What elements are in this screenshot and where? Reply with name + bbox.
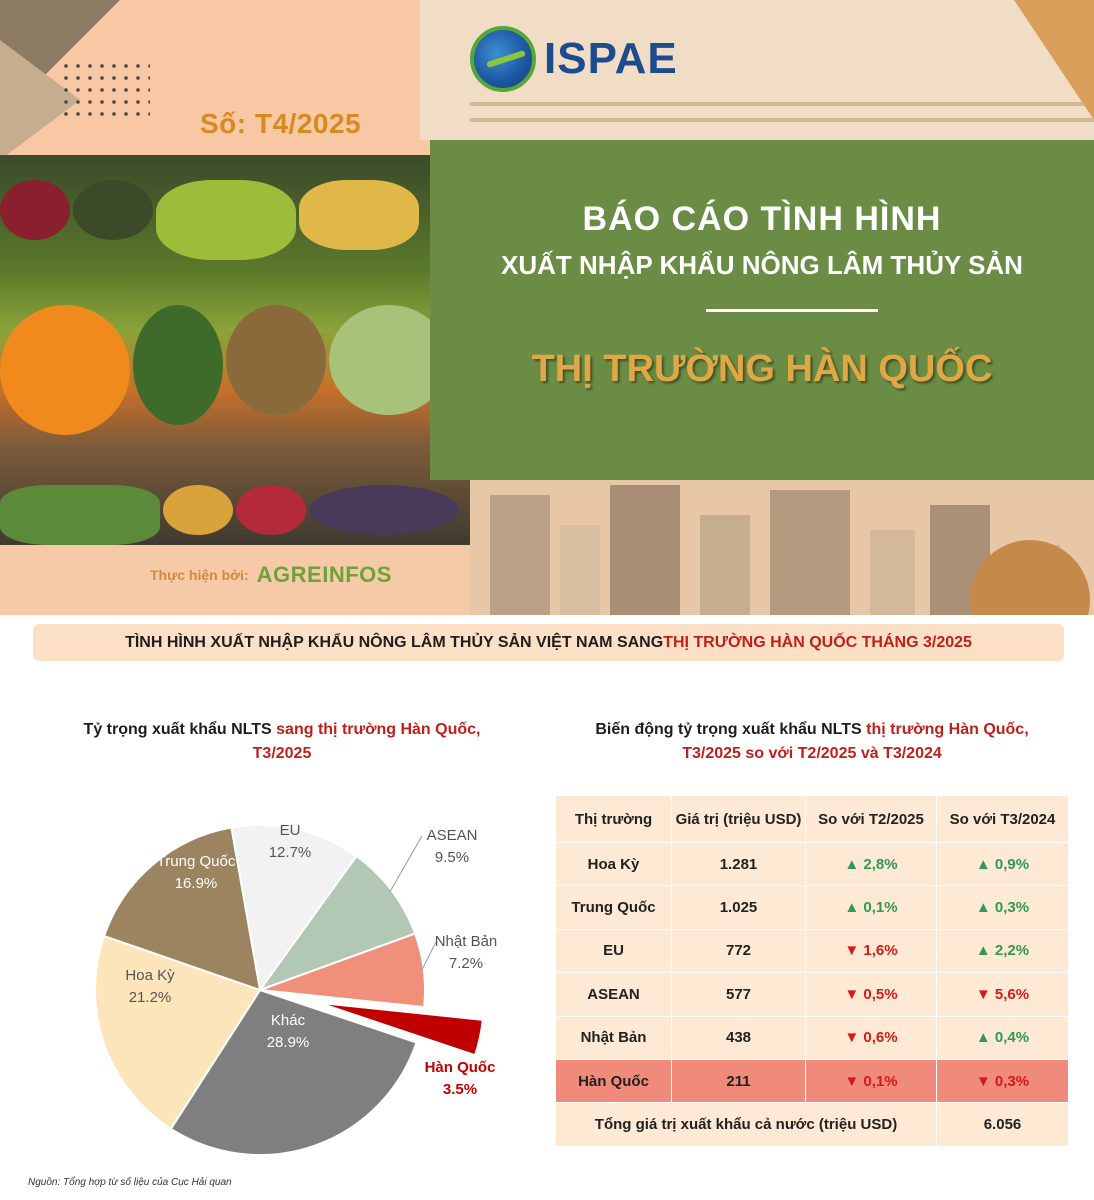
slice-value-label: 16.9% [175,875,218,892]
table-title-period: T3/2025 so với T2/2025 và T3/2024 [682,745,942,762]
slice-label: Khác [271,1012,306,1029]
slice-label: Hàn Quốc [425,1059,496,1076]
pie-slices [94,824,484,1156]
cell-value: 211 [672,1060,806,1103]
total-value: 6.056 [983,1116,1022,1133]
cell-vs-prev-year: ▼ 5,6% [975,985,1030,1003]
produced-by: Thực hiện bởi: AGREINFOS [150,562,392,588]
header-market: Thị trường [556,796,672,842]
cell-value: 1.281 [672,843,806,886]
table-row: Nhật Bản 438 ▼ 0,6% ▲ 0,4% [556,1015,1068,1059]
issue-number: Số: T4/2025 [200,108,362,139]
photo-row [0,485,470,545]
cell-vs-prev-month: ▼ 0,5% [806,973,937,1016]
cell-vs-prev-month: ▼ 1,6% [806,929,937,973]
table-header-row: Thị trường Giá trị (triệu USD) So với T2… [556,796,1068,842]
agreinfos-logo: AGREINFOS [256,562,392,587]
pie-slice-nhật-bản [259,932,426,1009]
globe-icon [470,26,536,92]
pie-slice-trung-quốc [102,826,262,992]
header-vs-prev-month: So với T2/2025 [806,796,937,842]
ispae-logo: ISPAE [470,26,678,92]
slice-value-label: 3.5% [443,1081,477,1098]
section-heading-highlight: THỊ TRƯỜNG HÀN QUỐC THÁNG 3/2025 [663,633,972,651]
cell-vs-prev-year: ▲ 0,3% [975,899,1030,917]
table-title-highlight: thị trường Hàn Quốc, [866,721,1029,738]
cell-market: ASEAN [556,973,672,1016]
cell-vs-prev-year: ▲ 0,9% [975,855,1030,873]
photo-row [0,180,470,260]
table-row: Hoa Kỳ 1.281 ▲ 2,8% ▲ 0,9% [556,842,1068,886]
title-divider [706,309,878,312]
pie-title-period: T3/2025 [252,745,312,762]
slice-value-label: 21.2% [129,989,172,1006]
decor-stripe [470,118,1094,122]
cell-value: 438 [672,1016,806,1059]
cell-value: 577 [672,973,806,1016]
report-subtitle: XUẤT NHẬP KHẨU NÔNG LÂM THỦY SẢN [501,250,1023,280]
pie-slice-eu [230,824,358,993]
cell-market: Hàn Quốc [556,1060,672,1103]
cell-market: Nhật Bản [556,1016,672,1059]
market-comparison-table: Thị trường Giá trị (triệu USD) So với T2… [556,796,1068,1146]
report-title: BÁO CÁO TÌNH HÌNH [582,200,942,238]
export-share-pie-chart: EU 12.7% ASEAN 9.5% Nhật Bản 7.2% Hàn Quốc 3.5%… [94,822,497,1156]
section-heading-text: TÌNH HÌNH XUẤT NHẬP KHẨU NÔNG LÂM THỦY S… [125,633,664,651]
pie-title-text: Tỷ trọng xuất khẩu NLTS [83,721,277,738]
table-total-row: Tổng giá trị xuất khẩu cả nước (triệu US… [556,1102,1068,1146]
cell-vs-prev-month: ▲ 0,1% [806,886,937,929]
cell-value: 1.025 [672,886,806,929]
cell-vs-prev-year: ▲ 2,2% [975,942,1030,960]
section-heading: TÌNH HÌNH XUẤT NHẬP KHẨU NÔNG LÂM THỦY S… [33,624,1064,661]
cell-market: Hoa Kỳ [556,843,672,886]
cell-vs-prev-month: ▼ 0,1% [806,1060,937,1103]
decor-stripe [470,102,1094,106]
pie-slice-hoa-kỳ [94,934,262,1131]
source-note: Nguồn: Tổng hợp từ số liệu của Cục Hải q… [28,1177,232,1188]
market-title: THỊ TRƯỜNG HÀN QUỐC [531,348,993,390]
fruit-market-photo [0,155,470,545]
table-row: Trung Quốc 1.025 ▲ 0,1% ▲ 0,3% [556,885,1068,929]
leader-line [421,941,437,971]
table-row-highlighted: Hàn Quốc 211 ▼ 0,1% ▼ 0,3% [556,1059,1068,1103]
slice-label: EU [280,822,301,839]
cell-market: Trung Quốc [556,886,672,929]
cell-vs-prev-year: ▼ 0,3% [975,1072,1030,1090]
pie-slice-hàn-quốc [318,1001,484,1057]
cell-vs-prev-month: ▼ 0,6% [806,1016,937,1059]
pie-slice-khác [169,988,418,1156]
report-banner: Số: T4/2025 ISPAE BÁO CÁO TÌNH HÌNH XUẤT… [0,0,1094,615]
table-row: EU 772 ▼ 1,6% ▲ 2,2% [556,928,1068,973]
decor-dots [60,60,150,120]
slice-label: Trung Quốc [157,853,236,870]
slice-value-label: 7.2% [449,955,483,972]
cell-vs-prev-year: ▲ 0,4% [975,1029,1030,1047]
slice-value-label: 12.7% [269,844,312,861]
pie-labels: EU 12.7% ASEAN 9.5% Nhật Bản 7.2% Hàn Quốc 3.5%… [125,822,497,1098]
header-value: Giá trị (triệu USD) [672,796,806,842]
pie-chart-title: Tỷ trọng xuất khẩu NLTS sang thị trường … [30,718,534,766]
total-label: Tổng giá trị xuất khẩu cả nước (triệu US… [556,1103,937,1146]
logo-text: ISPAE [544,34,678,83]
pie-title-highlight: sang thị trường Hàn Quốc, [276,721,481,738]
decor-triangle [1014,0,1094,120]
cell-market: EU [556,929,672,973]
produced-by-label: Thực hiện bởi: [150,567,249,583]
photo-row [0,305,470,435]
table-row: ASEAN 577 ▼ 0,5% ▼ 5,6% [556,972,1068,1016]
cell-value: 772 [672,929,806,973]
table-title: Biến động tỷ trọng xuất khẩu NLTS thị tr… [556,718,1068,766]
slice-label: ASEAN [427,827,478,844]
table-title-text: Biến động tỷ trọng xuất khẩu NLTS [595,721,867,738]
slice-label: Hoa Kỳ [125,967,175,984]
slice-label: Nhật Bản [435,933,498,950]
slice-value-label: 28.9% [267,1034,310,1051]
pie-slice-asean [257,854,417,993]
slice-value-label: 9.5% [435,849,469,866]
leader-line [389,835,423,892]
cell-vs-prev-month: ▲ 2,8% [806,843,937,886]
header-vs-prev-year: So với T3/2024 [949,810,1056,828]
